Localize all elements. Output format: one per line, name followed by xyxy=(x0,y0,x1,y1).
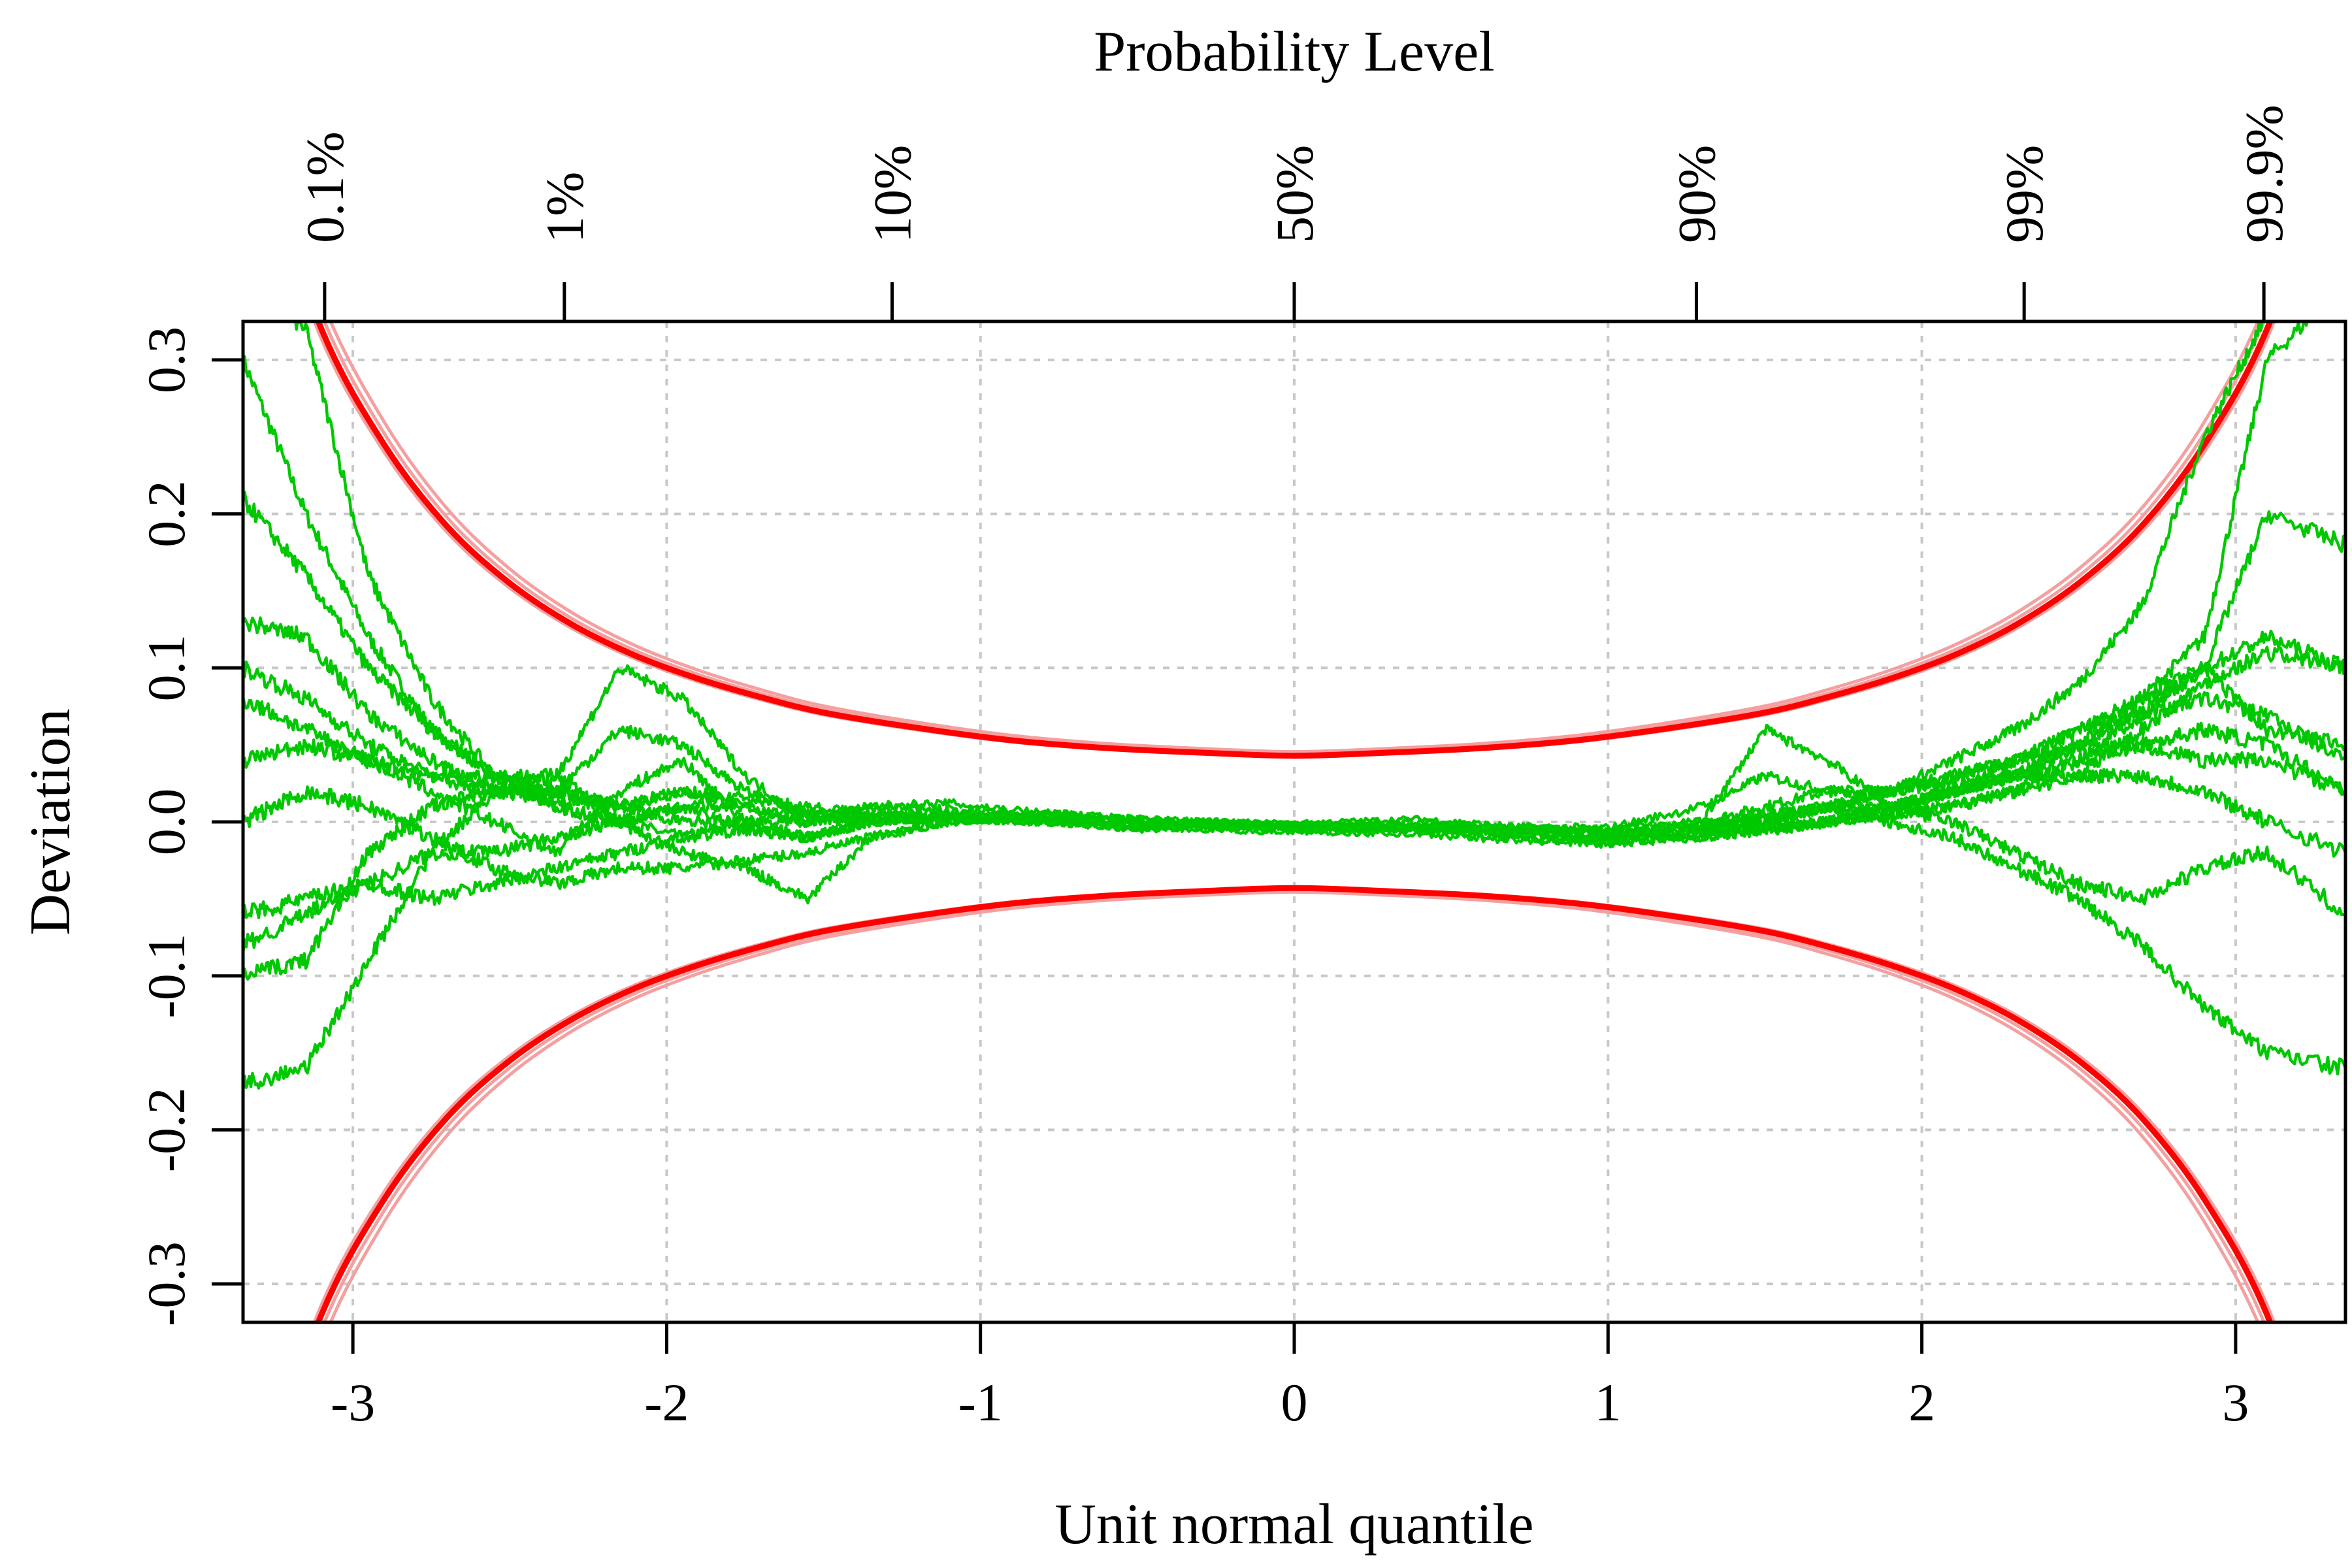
top-tick-label: 90% xyxy=(1667,145,1727,243)
x-tick-label: 2 xyxy=(1908,1373,1935,1432)
top-tick-label: 50% xyxy=(1265,145,1324,243)
data-series-group xyxy=(243,321,2345,1090)
series-line-11 xyxy=(243,736,2345,981)
series-line-12 xyxy=(243,664,2345,1090)
envelope-lower-band xyxy=(329,890,2260,1322)
x-axis: -3 -2 -1 0 1 2 3 xyxy=(331,1322,2249,1432)
y-tick-label: 0.1 xyxy=(137,634,196,701)
y-tick-label: -0.1 xyxy=(137,934,196,1019)
top-tick-label: 1% xyxy=(535,172,595,243)
x-axis-title: Unit normal quantile xyxy=(1054,1493,1533,1556)
x-tick-label: -1 xyxy=(958,1373,1003,1432)
top-probability-axis: 0.1% 1% 10% 50% 90% 99% 99.9% xyxy=(295,105,2294,321)
y-axis: -0.3 -0.2 -0.1 0.0 0.1 0.2 0.3 xyxy=(137,327,243,1326)
series-line-8 xyxy=(243,785,2345,917)
x-tick-label: -2 xyxy=(644,1373,689,1432)
y-axis-title: Deviation xyxy=(19,708,82,935)
y-tick-label: 0.2 xyxy=(137,480,196,547)
x-tick-label: 1 xyxy=(1595,1373,1622,1432)
confidence-envelope xyxy=(312,321,2276,1322)
top-tick-label: 99.9% xyxy=(2234,105,2294,243)
x-tick-label: 0 xyxy=(1281,1373,1308,1432)
x-tick-label: 3 xyxy=(2222,1373,2249,1432)
y-tick-label: 0.0 xyxy=(137,789,196,856)
top-tick-label: 99% xyxy=(1995,145,2054,243)
envelope-upper-band xyxy=(329,321,2260,754)
top-axis-title: Probability Level xyxy=(1094,20,1494,84)
envelope-lower-line xyxy=(315,885,2274,1322)
top-tick-label: 0.1% xyxy=(295,131,355,243)
y-tick-label: -0.2 xyxy=(137,1087,196,1172)
x-tick-label: -3 xyxy=(331,1373,375,1432)
top-tick-label: 10% xyxy=(862,145,922,243)
y-tick-label: -0.3 xyxy=(137,1241,196,1326)
y-tick-label: 0.3 xyxy=(137,327,196,394)
envelope-upper-line xyxy=(315,321,2274,759)
